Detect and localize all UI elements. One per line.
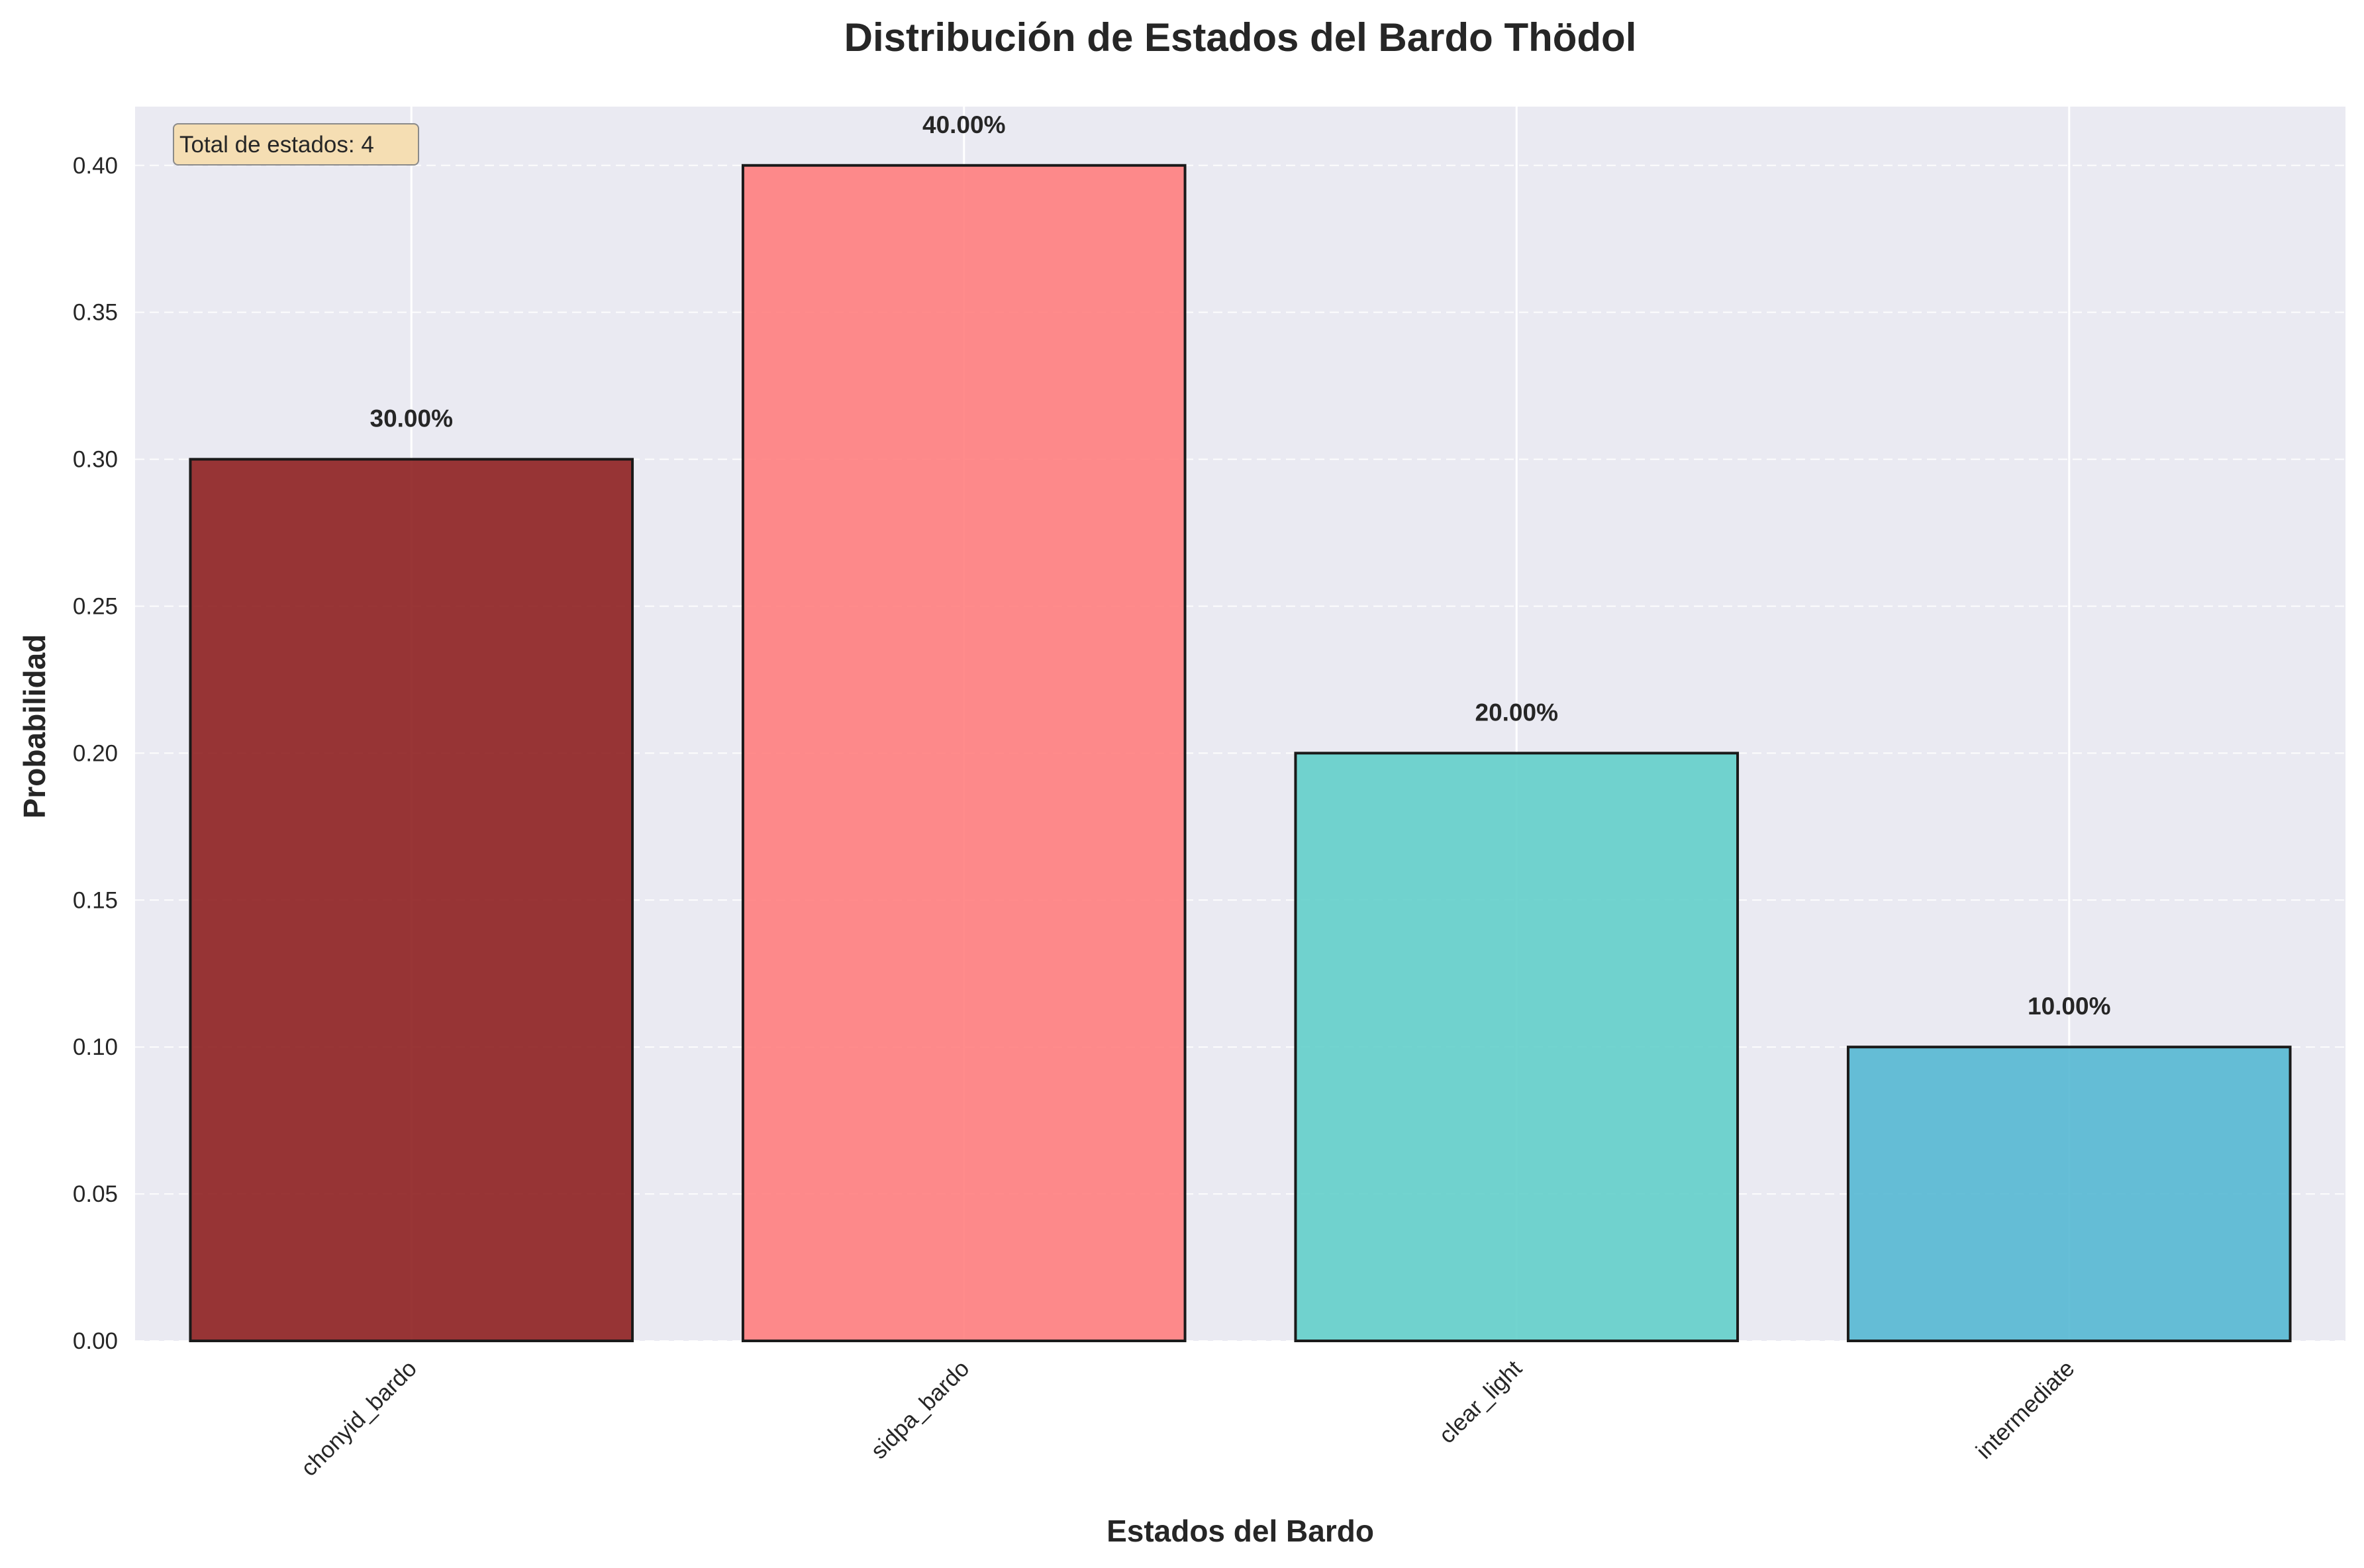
y-tick-label-5: 0.25: [73, 593, 118, 619]
y-tick-label-3: 0.15: [73, 887, 118, 913]
y-tick-label-7: 0.35: [73, 300, 118, 326]
annotation-text: Total de estados: 4: [179, 132, 374, 158]
value-label-sidpa_bardo: 40.00%: [922, 111, 1006, 138]
x-axis-label: Estados del Bardo: [1107, 1514, 1374, 1548]
y-tick-label-4: 0.20: [73, 740, 118, 766]
bar-intermediate: [1846, 1046, 2292, 1342]
bar-sidpa_bardo: [741, 164, 1187, 1342]
y-tick-label-1: 0.05: [73, 1181, 118, 1207]
y-tick-label-0: 0.00: [73, 1328, 118, 1354]
value-labels: 30.00% 40.00% 20.00% 10.00%: [370, 111, 2111, 1020]
y-axis-ticks: 0.00 0.05 0.10 0.15 0.20 0.25 0.30 0.35 0.40: [73, 153, 118, 1354]
y-tick-label-8: 0.40: [73, 153, 118, 179]
bar-clear_light: [1294, 752, 1740, 1342]
y-tick-label-6: 0.30: [73, 447, 118, 473]
value-label-intermediate: 10.00%: [2028, 993, 2111, 1020]
total-states-annotation: Total de estados: 4: [173, 123, 419, 166]
chart-title: Distribución de Estados del Bardo Thödol: [844, 15, 1637, 60]
value-label-chonyid_bardo: 30.00%: [370, 405, 454, 432]
bars: [189, 164, 2292, 1342]
annotation-box: [173, 123, 419, 166]
y-tick-label-2: 0.10: [73, 1034, 118, 1060]
y-axis-label: Probabilidad: [17, 634, 52, 819]
value-label-clear_light: 20.00%: [1475, 699, 1559, 726]
bar-chonyid_bardo: [189, 458, 634, 1342]
